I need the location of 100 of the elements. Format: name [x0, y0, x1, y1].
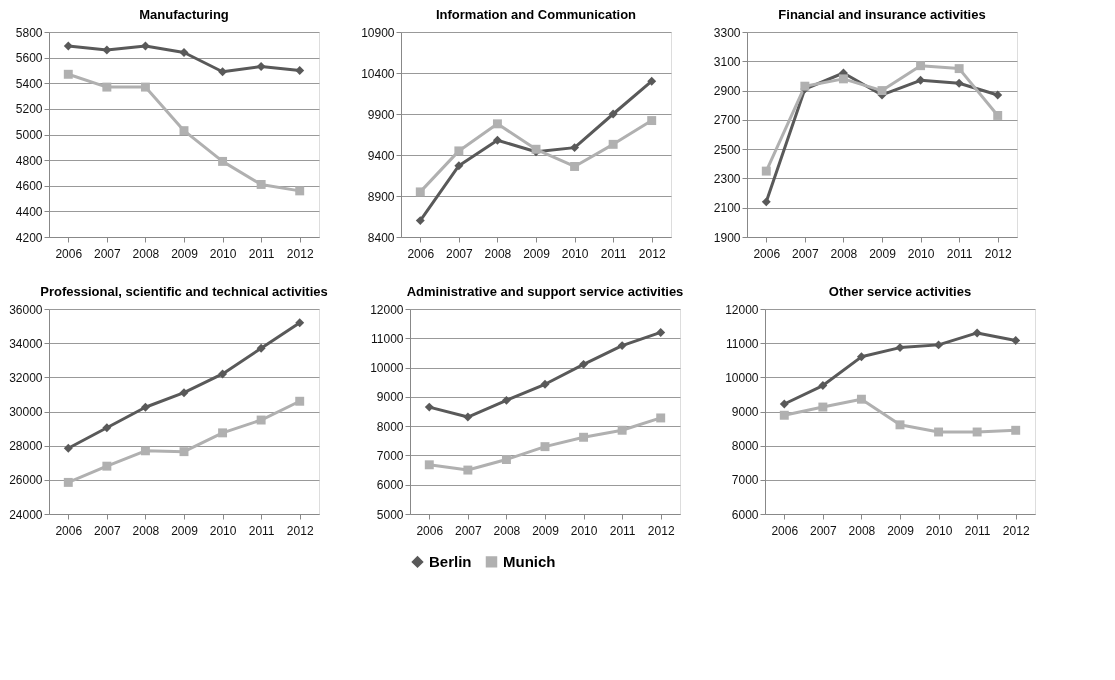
point [540, 442, 550, 452]
point [1011, 335, 1021, 345]
point [295, 318, 305, 328]
y-tick-label: 24000 [9, 507, 43, 522]
point [102, 82, 112, 92]
y-tick-label: 12000 [725, 302, 759, 317]
x-tick-label: 2008 [484, 246, 512, 261]
point [570, 162, 580, 171]
x-tick-label: 2011 [600, 246, 627, 261]
x-tick-label: 2011 [609, 523, 636, 538]
point [463, 412, 473, 422]
point [140, 82, 150, 92]
point [972, 328, 982, 338]
point [501, 455, 511, 464]
point [617, 341, 627, 351]
y-tick-label: 3100 [713, 54, 741, 69]
x-tick-label: 2010 [570, 523, 598, 538]
x-tick-label: 2011 [964, 523, 991, 538]
x-tick-label: 2006 [416, 523, 444, 538]
y-tick-label: 8000 [376, 419, 404, 434]
point [779, 399, 789, 409]
y-tick-label: 2100 [713, 201, 741, 216]
point [934, 427, 944, 437]
x-tick-label: 2008 [132, 523, 160, 538]
y-tick-label: 5400 [15, 76, 43, 91]
y-tick-label: 10000 [725, 370, 759, 385]
point [63, 69, 73, 79]
y-tick-label: 7000 [731, 473, 759, 488]
chart-title: Information and Communication [435, 7, 637, 22]
y-tick-label: 8000 [731, 439, 759, 454]
y-tick-label: 11000 [726, 336, 759, 351]
x-tick-label: 2009 [887, 523, 915, 538]
x-tick-label: 2006 [771, 523, 799, 538]
x-tick-label: 2007 [446, 246, 474, 261]
y-tick-label: 8400 [367, 230, 395, 245]
y-tick-label: 26000 [9, 473, 43, 488]
y-tick-label: 1900 [713, 230, 741, 245]
y-tick-label: 12000 [370, 302, 404, 317]
point [608, 109, 618, 119]
point [424, 460, 434, 470]
chart-title: Administrative and support service activities [406, 284, 684, 299]
point [570, 143, 580, 153]
x-tick-label: 2007 [94, 246, 122, 261]
point [501, 395, 511, 405]
point [993, 110, 1003, 120]
y-tick-label: 32000 [9, 370, 43, 385]
point [179, 388, 189, 398]
x-tick-label: 2007 [94, 523, 122, 538]
point [454, 161, 464, 171]
y-tick-label: 5800 [15, 25, 43, 40]
point [647, 76, 657, 86]
point [424, 402, 434, 412]
y-tick-label: 2700 [713, 113, 741, 128]
point [656, 327, 666, 337]
point [63, 41, 73, 51]
point [877, 86, 887, 96]
y-tick-label: 36000 [9, 302, 43, 317]
point [218, 67, 228, 77]
point [492, 119, 502, 129]
y-tick-label: 6000 [376, 478, 404, 493]
x-tick-label: 2012 [638, 246, 666, 261]
x-tick-label: 2008 [830, 246, 858, 261]
x-tick-label: 2010 [925, 523, 953, 538]
x-tick-label: 2010 [209, 523, 237, 538]
y-tick-label: 2900 [713, 84, 741, 99]
y-tick-label: 2300 [713, 171, 741, 186]
point [63, 443, 73, 453]
point [954, 78, 964, 88]
y-tick-label: 5000 [15, 128, 43, 142]
y-tick-label: 5200 [15, 102, 43, 117]
point [856, 352, 866, 362]
point [63, 477, 73, 487]
x-tick-label: 2011 [946, 246, 973, 261]
y-tick-label: 7000 [376, 448, 404, 463]
point [895, 343, 905, 353]
point [415, 187, 425, 197]
x-tick-label: 2010 [209, 246, 237, 261]
y-tick-label: 4200 [15, 230, 43, 245]
x-tick-label: 2009 [171, 523, 199, 538]
point [540, 379, 550, 389]
point [818, 402, 828, 412]
x-tick-label: 2007 [810, 523, 838, 538]
legend-label: Munich [503, 552, 556, 570]
y-tick-label: 6000 [731, 507, 759, 522]
point [256, 415, 266, 425]
x-tick-label: 2007 [455, 523, 483, 538]
y-tick-label: 5000 [376, 507, 404, 522]
y-tick-label: 3300 [713, 25, 741, 40]
point [218, 369, 228, 379]
point [256, 180, 266, 189]
point [856, 394, 866, 404]
y-tick-label: 9400 [367, 148, 395, 163]
point [140, 402, 150, 412]
point [895, 420, 905, 430]
point [954, 64, 964, 74]
x-tick-label: 2012 [1002, 523, 1030, 538]
y-tick-label: 30000 [9, 405, 43, 419]
y-tick-label: 9900 [367, 107, 395, 122]
point [972, 427, 982, 437]
point [656, 413, 666, 423]
